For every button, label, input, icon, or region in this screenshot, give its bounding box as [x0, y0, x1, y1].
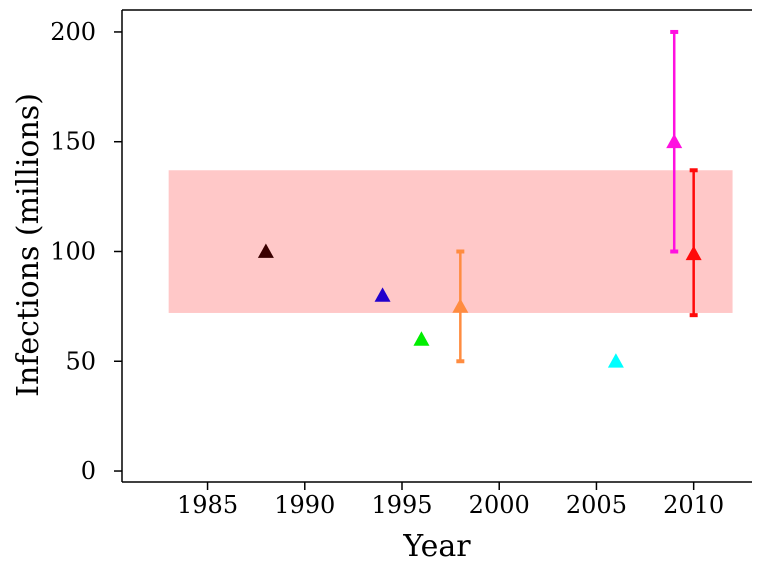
triangle-marker [374, 287, 391, 302]
triangle-marker [413, 331, 430, 346]
data-point [685, 168, 702, 318]
ticks: 0 50 100 150 200 1985 1990 1995 2000 2005 2010 [50, 18, 724, 519]
triangle-marker [607, 353, 624, 368]
y-tick-label: 150 [50, 128, 96, 156]
axes [121, 9, 752, 483]
x-tick-label: 1985 [177, 491, 238, 519]
y-tick-label: 200 [50, 18, 96, 46]
data-point [607, 353, 624, 368]
x-tick-label: 2010 [663, 491, 724, 519]
data-point [666, 29, 683, 254]
x-tick-label: 1995 [371, 491, 432, 519]
triangle-marker [685, 245, 702, 261]
data-point [452, 249, 469, 364]
y-tick-label: 100 [50, 237, 96, 265]
x-axis-title: Year [402, 529, 471, 564]
triangle-marker [257, 243, 274, 258]
y-axis-title: Infections (millions) [11, 93, 46, 397]
y-tick-label: 0 [81, 457, 96, 485]
y-tick-label: 50 [65, 347, 96, 375]
x-tick-label: 2000 [469, 491, 530, 519]
triangle-marker [666, 133, 683, 149]
data-point [413, 331, 430, 346]
reference-band-layer [168, 170, 733, 313]
data-point [257, 243, 274, 258]
x-tick-label: 1990 [274, 491, 335, 519]
data-point [374, 287, 391, 302]
data-points [257, 29, 702, 368]
reference-band [168, 170, 733, 313]
x-tick-label: 2005 [566, 491, 627, 519]
triangle-marker [452, 298, 469, 313]
